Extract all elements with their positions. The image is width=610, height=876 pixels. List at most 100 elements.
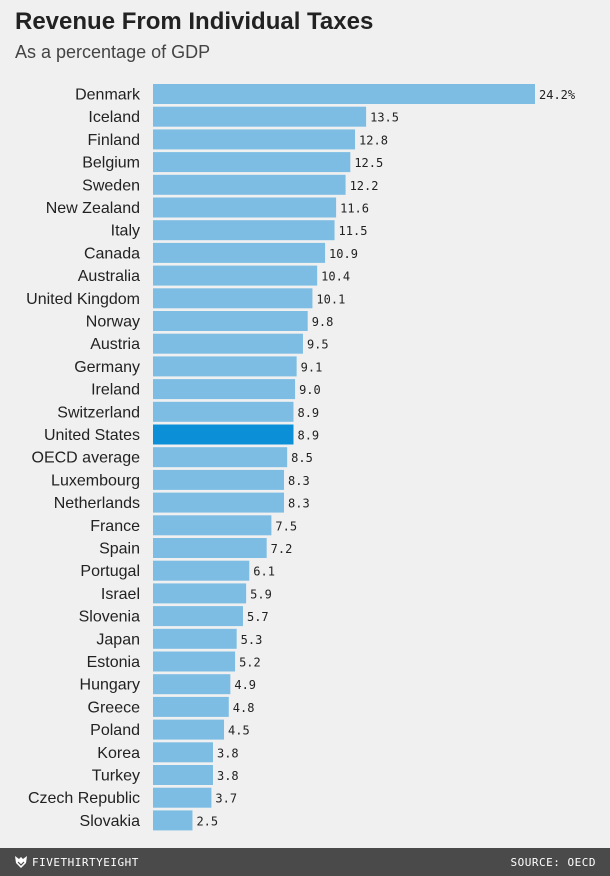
category-label-belgium: Belgium (82, 155, 140, 172)
value-label-poland: 4.5 (228, 724, 250, 738)
bar-germany (153, 356, 297, 377)
value-label-turkey: 3.8 (217, 769, 239, 783)
category-label-japan: Japan (96, 631, 140, 648)
bar-norway (153, 311, 308, 331)
bar-portugal (153, 560, 250, 581)
bar-belgium (153, 152, 351, 173)
bar-poland (153, 719, 225, 740)
bar-oecd-average (153, 447, 288, 468)
category-label-israel: Israel (101, 586, 140, 603)
value-label-denmark: 24.2% (539, 88, 576, 102)
bar-new-zealand (153, 197, 337, 218)
bar-greece (153, 696, 229, 717)
fivethirtyeight-fox-logo-icon (15, 856, 27, 868)
category-label-italy: Italy (111, 223, 140, 240)
bar-canada (153, 242, 326, 263)
bar-hungary (153, 674, 231, 695)
category-label-united-states: United States (44, 427, 140, 444)
bar-switzerland (153, 401, 294, 422)
bar-czech-republic (153, 787, 212, 808)
category-label-finland: Finland (88, 132, 140, 149)
value-label-belgium: 12.5 (354, 156, 383, 170)
value-label-germany: 9.1 (301, 360, 323, 374)
value-label-estonia: 5.2 (239, 656, 261, 670)
chart-title: Revenue From Individual Taxes (15, 8, 374, 35)
bar-luxembourg (153, 469, 285, 490)
bar-slovenia (153, 606, 243, 627)
footer-bar: FIVETHIRTYEIGHT SOURCE: OECD (0, 848, 610, 876)
category-label-netherlands: Netherlands (54, 495, 140, 512)
value-label-australia: 10.4 (321, 270, 350, 284)
value-label-slovenia: 5.7 (247, 610, 269, 624)
brand: FIVETHIRTYEIGHT (14, 855, 139, 869)
category-label-hungary: Hungary (80, 677, 140, 694)
value-label-finland: 12.8 (359, 133, 388, 147)
bar-netherlands (153, 492, 285, 513)
value-label-japan: 5.3 (241, 633, 263, 647)
value-label-ireland: 9.0 (299, 383, 321, 397)
value-label-norway: 9.8 (312, 315, 334, 329)
category-label-slovenia: Slovenia (79, 609, 140, 626)
bar-france (153, 515, 272, 536)
bar-estonia (153, 651, 236, 672)
value-label-hungary: 4.9 (234, 678, 256, 692)
value-label-korea: 3.8 (217, 746, 239, 760)
category-label-estonia: Estonia (87, 654, 140, 671)
bar-iceland (153, 106, 367, 127)
category-label-greece: Greece (88, 699, 141, 716)
category-label-canada: Canada (84, 245, 140, 262)
bar-australia (153, 265, 318, 286)
category-label-portugal: Portugal (80, 563, 140, 580)
value-label-greece: 4.8 (233, 701, 255, 715)
value-label-portugal: 6.1 (253, 565, 275, 579)
category-label-austria: Austria (90, 336, 140, 353)
bar-united-states (153, 424, 294, 445)
bar-italy (153, 220, 335, 241)
category-label-sweden: Sweden (82, 177, 140, 194)
bar-slovakia (153, 810, 193, 831)
category-label-denmark: Denmark (75, 87, 141, 104)
source-note: SOURCE: OECD (510, 856, 596, 869)
category-label-germany: Germany (74, 359, 140, 376)
category-label-ireland: Ireland (91, 382, 140, 399)
bar-israel (153, 583, 247, 604)
value-label-oecd-average: 8.5 (291, 451, 313, 465)
category-label-slovakia: Slovakia (80, 813, 141, 830)
category-label-czech-republic: Czech Republic (28, 790, 140, 807)
value-label-netherlands: 8.3 (288, 497, 310, 511)
bar-spain (153, 538, 267, 558)
chart-subtitle: As a percentage of GDP (15, 42, 211, 62)
value-label-iceland: 13.5 (370, 111, 399, 125)
bar-united-kingdom (153, 288, 313, 309)
category-label-iceland: Iceland (88, 109, 140, 126)
bar-japan (153, 628, 237, 649)
value-label-israel: 5.9 (250, 587, 272, 601)
value-label-slovakia: 2.5 (196, 814, 218, 828)
value-label-czech-republic: 3.7 (215, 792, 237, 806)
bar-turkey (153, 765, 213, 785)
category-label-luxembourg: Luxembourg (51, 472, 140, 489)
value-label-italy: 11.5 (339, 224, 368, 238)
brand-name: FIVETHIRTYEIGHT (32, 855, 139, 869)
category-label-spain: Spain (99, 541, 140, 558)
category-label-poland: Poland (90, 722, 140, 739)
value-label-united-kingdom: 10.1 (316, 292, 345, 306)
value-label-luxembourg: 8.3 (288, 474, 310, 488)
bar-sweden (153, 174, 346, 195)
category-label-new-zealand: New Zealand (46, 200, 140, 217)
category-label-oecd-average: OECD average (32, 450, 141, 467)
value-label-france: 7.5 (275, 519, 297, 533)
bar-austria (153, 333, 303, 354)
bar-finland (153, 129, 356, 150)
value-label-austria: 9.5 (307, 338, 329, 352)
category-label-united-kingdom: United Kingdom (26, 291, 140, 308)
value-label-united-states: 8.9 (297, 429, 319, 443)
category-label-australia: Australia (78, 268, 140, 285)
category-label-norway: Norway (86, 314, 140, 331)
value-label-sweden: 12.2 (350, 179, 379, 193)
category-label-turkey: Turkey (92, 768, 140, 785)
bar-korea (153, 742, 213, 763)
category-label-korea: Korea (97, 745, 140, 762)
value-label-switzerland: 8.9 (297, 406, 319, 420)
bar-denmark (153, 84, 535, 104)
